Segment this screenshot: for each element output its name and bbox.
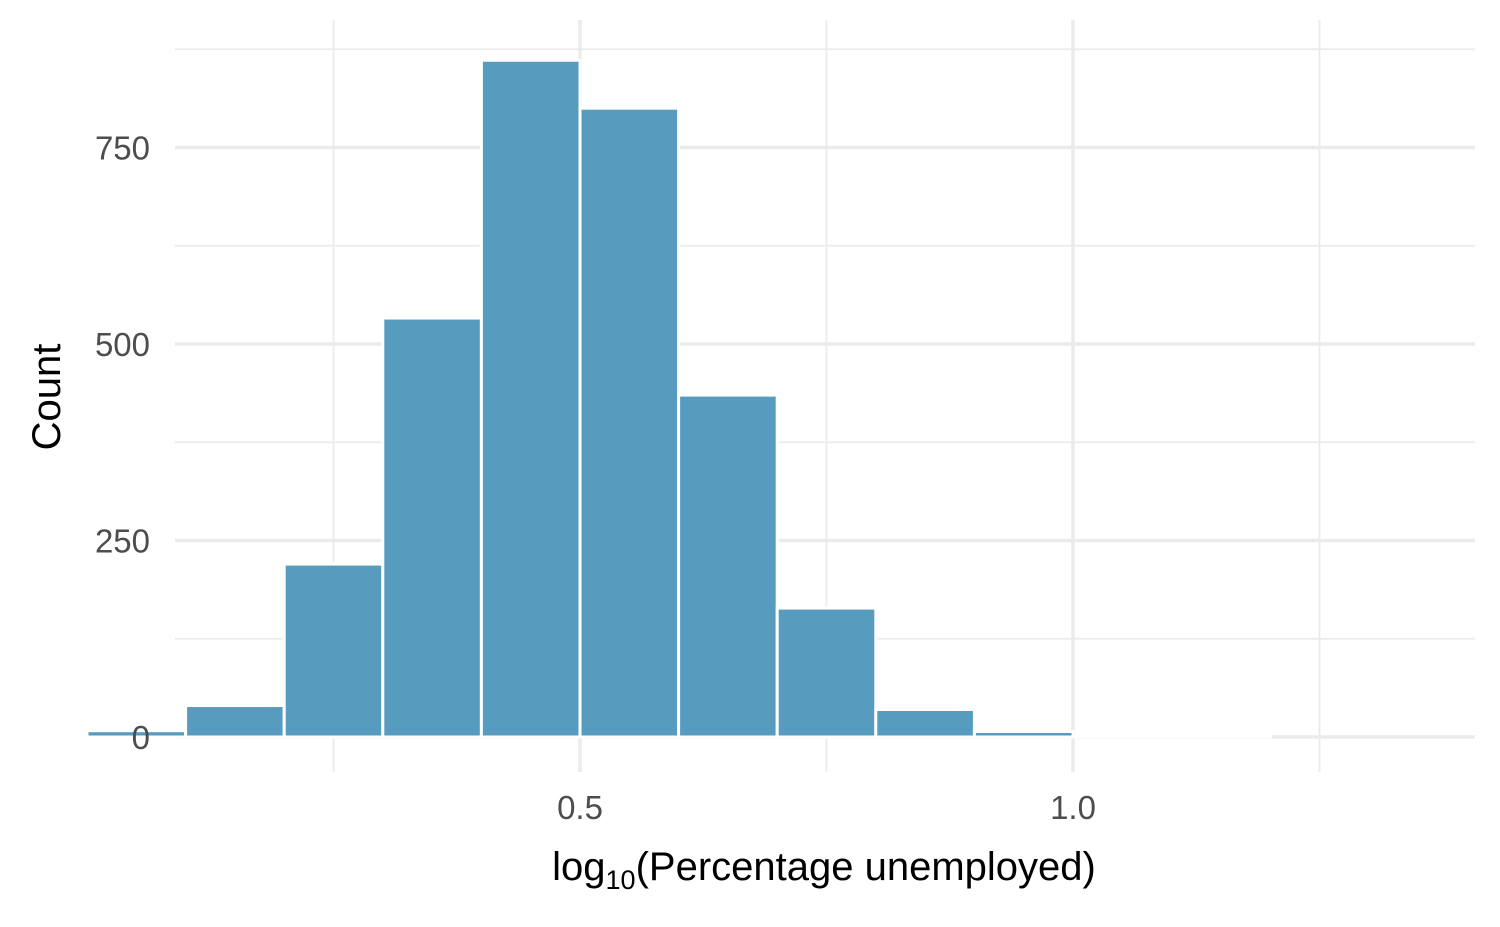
y-tick-label: 750 bbox=[95, 130, 150, 167]
histogram-bar bbox=[874, 707, 976, 739]
x-tick-label: 0.5 bbox=[557, 789, 603, 826]
x-axis-title-rest: (Percentage unemployed) bbox=[636, 845, 1096, 889]
histogram-bar bbox=[381, 316, 483, 739]
histogram-bar bbox=[775, 606, 878, 739]
histogram-bar bbox=[282, 562, 385, 739]
x-axis-title-main: log bbox=[552, 845, 605, 889]
y-axis-tick-labels: 0 250 500 750 bbox=[95, 130, 150, 757]
histogram-bar bbox=[479, 58, 582, 739]
x-tick-label: 1.0 bbox=[1050, 789, 1096, 826]
histogram-bar bbox=[677, 393, 779, 739]
histogram-bars bbox=[85, 58, 1272, 739]
y-tick-label: 500 bbox=[95, 326, 150, 363]
y-tick-label: 250 bbox=[95, 523, 150, 560]
histogram-bar bbox=[1170, 734, 1272, 739]
x-axis-title: log10(Percentage unemployed) bbox=[552, 845, 1096, 895]
y-tick-label: 0 bbox=[132, 719, 150, 756]
histogram-bar bbox=[1071, 734, 1174, 739]
y-axis-title: Count bbox=[25, 344, 69, 451]
x-axis-tick-labels: 0.5 1.0 bbox=[557, 789, 1096, 826]
histogram-bar bbox=[184, 704, 286, 739]
histogram-bar bbox=[578, 106, 681, 739]
histogram-bar bbox=[972, 729, 1075, 739]
x-axis-title-subscript: 10 bbox=[606, 865, 636, 895]
